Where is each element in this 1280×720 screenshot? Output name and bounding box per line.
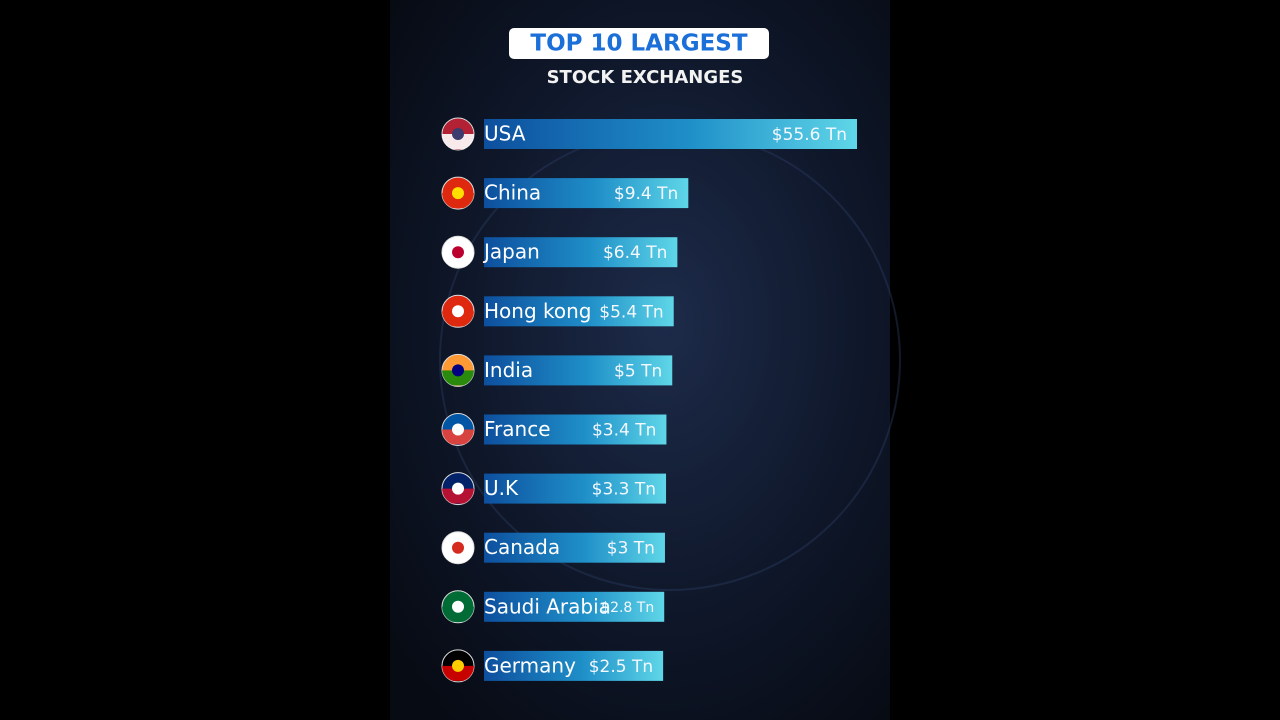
category-label: Hong kong: [484, 299, 591, 323]
flag-emblem: [452, 305, 464, 318]
flag-band: [442, 548, 474, 563]
category-label: Saudi Arabia: [484, 594, 611, 618]
value-label: $9.4 Tn: [614, 184, 678, 204]
flag-emblem: [452, 541, 464, 554]
category-label: China: [484, 181, 541, 205]
flag-emblem: [452, 659, 464, 672]
value-label: $3.3 Tn: [592, 480, 656, 500]
flag-emblem: [452, 246, 464, 259]
flag-emblem: [452, 364, 464, 377]
value-label: $6.4 Tn: [603, 243, 667, 263]
category-label: India: [484, 358, 533, 382]
value-label: $3.4 Tn: [592, 421, 656, 441]
category-label: Canada: [484, 535, 560, 559]
flag-emblem: [452, 600, 464, 613]
bar: [484, 119, 857, 149]
bar: [484, 473, 667, 504]
chart-title: TOP 10 LARGEST: [530, 31, 747, 57]
category-label: Japan: [482, 240, 540, 264]
category-label: France: [484, 417, 551, 441]
bar: [484, 355, 673, 386]
flag-emblem: [452, 482, 464, 495]
bar: [484, 414, 667, 445]
category-label: Germany: [484, 653, 576, 677]
flag-band: [442, 607, 474, 622]
value-label: $5 Tn: [614, 361, 662, 381]
flag-band: [442, 252, 474, 267]
flag-emblem: [452, 128, 464, 140]
flag-band: [442, 489, 474, 504]
bar: [484, 532, 665, 563]
flag-emblem: [452, 423, 464, 436]
category-label: U.K: [484, 476, 519, 500]
flag-band: [442, 193, 474, 208]
bar: [484, 178, 689, 209]
value-label: $2.8 Tn: [601, 600, 654, 616]
flag-band: [442, 430, 474, 445]
bar: [484, 591, 665, 622]
category-label: USA: [484, 122, 526, 146]
value-label: $5.4 Tn: [599, 302, 663, 322]
value-label: $3 Tn: [607, 539, 655, 559]
value-label: $55.6 Tn: [772, 125, 847, 145]
bar: [484, 296, 674, 327]
bar: [484, 237, 678, 268]
flag-band: [442, 666, 474, 681]
value-label: $2.5 Tn: [589, 657, 653, 677]
flag-band: [442, 370, 474, 385]
flag-emblem: [452, 187, 464, 200]
chart-subtitle: STOCK EXCHANGES: [547, 67, 744, 88]
bar: [484, 650, 664, 681]
flag-band: [442, 134, 474, 149]
flag-band: [442, 311, 474, 326]
title-box: [509, 28, 769, 59]
